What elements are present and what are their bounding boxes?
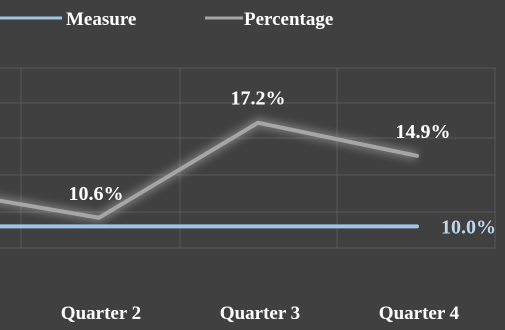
x-axis-ticks: Quarter 2 Quarter 3 Quarter 4: [61, 303, 460, 324]
data-label-percentage-2: 10.6%: [69, 183, 124, 205]
legend-item-measure: Measure: [0, 9, 136, 30]
legend: Measure Percentage: [0, 9, 333, 30]
data-labels: 10.6% 17.2% 14.9% 10.0%: [69, 88, 497, 239]
series-percentage-line: [0, 120, 419, 220]
series-layer: [0, 117, 419, 231]
legend-label-measure: Measure: [66, 9, 136, 30]
legend-label-percentage: Percentage: [244, 9, 333, 30]
data-label-percentage-4: 14.9%: [396, 121, 451, 143]
plot-area: [0, 67, 496, 249]
x-tick-label-2: Quarter 2: [61, 303, 141, 324]
x-tick-label-3: Quarter 3: [220, 303, 300, 324]
data-label-percentage-3: 17.2%: [231, 88, 286, 110]
data-label-measure: 10.0%: [441, 216, 496, 238]
series-percentage-glow: [0, 117, 419, 224]
x-tick-label-4: Quarter 4: [379, 303, 460, 324]
legend-item-percentage: Percentage: [205, 9, 333, 30]
